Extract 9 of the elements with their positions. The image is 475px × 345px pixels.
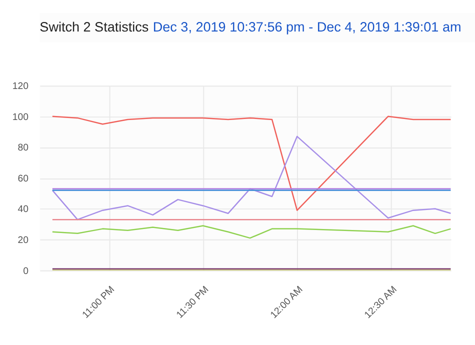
y-tick-label: 60	[18, 173, 29, 184]
y-tick-label: 20	[18, 234, 29, 246]
y-tick-label: 0	[23, 266, 29, 277]
chart-title: Switch 2 Statistics	[40, 19, 149, 34]
y-tick-label: 120	[12, 80, 29, 92]
y-tick-label: 40	[18, 204, 29, 216]
y-tick-label: 80	[18, 142, 29, 154]
y-tick-label: 100	[12, 112, 29, 123]
chart-subtitle: Dec 3, 2019 10:37:56 pm - Dec 4, 2019 1:39:01 am	[152, 19, 462, 34]
